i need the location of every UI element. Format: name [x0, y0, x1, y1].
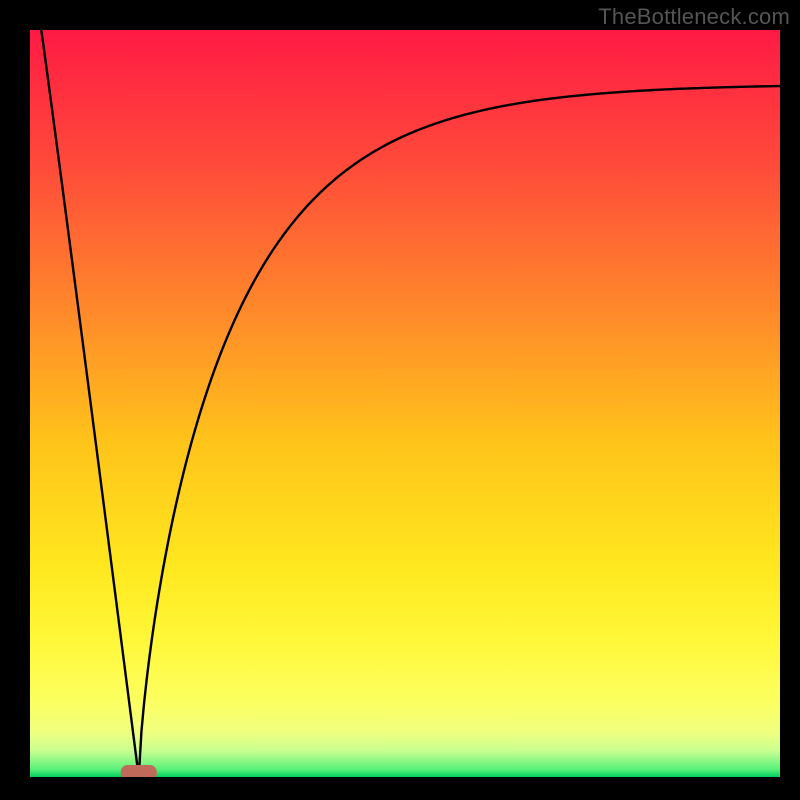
chart-container: TheBottleneck.com	[0, 0, 800, 800]
plot-background	[30, 30, 780, 777]
frame-right	[780, 0, 800, 800]
frame-bottom	[0, 777, 800, 800]
chart-svg	[0, 0, 800, 800]
watermark-text: TheBottleneck.com	[598, 4, 790, 30]
frame-left	[0, 0, 30, 800]
